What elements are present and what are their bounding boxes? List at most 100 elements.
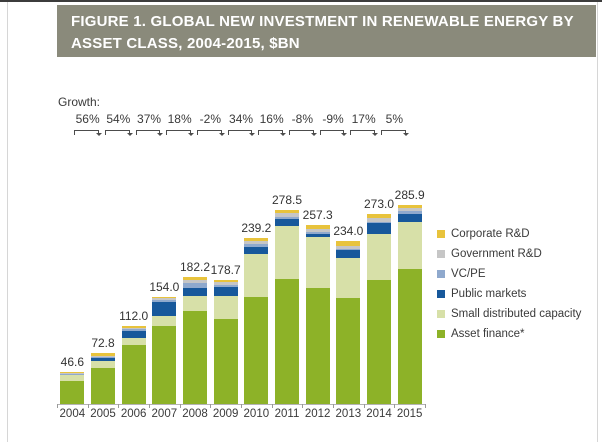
legend-label: Public markets [451,288,527,300]
figure-title-line2: ASSET CLASS, 2004-2015, $BN [71,35,300,52]
segment-government-r-d [60,372,85,375]
segment-small-distributed-capacity [60,374,85,381]
segment-public-markets [244,246,269,255]
x-axis-tick [271,404,273,408]
x-axis-label: 2015 [396,408,423,420]
growth-value: 54% [106,112,131,126]
segment-government-r-d [275,213,299,217]
segment-asset-finance [397,269,422,404]
segment-public-markets [91,357,115,361]
segment-asset-finance [244,297,269,404]
segment-asset-finance [367,279,391,404]
segment-asset-finance [91,367,115,404]
legend-label: VC/PE [451,268,486,280]
legend-item-public-markets: Public markets [437,284,581,304]
segment-asset-finance [336,297,361,404]
growth-annotation: 16% [256,112,287,136]
segment-public-markets [152,301,177,317]
bar-total-label: 46.6 [60,354,85,369]
segment-asset-finance [121,345,146,404]
segment-government-r-d [336,245,361,250]
bar-total-label: 178.7 [210,262,241,277]
growth-bracket-arrow-icon [105,130,133,136]
segment-public-markets [121,330,146,339]
segment-vc-pe [275,216,299,219]
legend-swatch [437,290,445,298]
segment-vc-pe [183,282,207,288]
figure-title-line1: FIGURE 1. GLOBAL NEW INVESTMENT IN RENEW… [71,13,574,30]
bar-total-label: 273.0 [363,196,395,211]
growth-value: 34% [229,112,254,126]
growth-annotation: 54% [103,112,134,136]
growth-value: 18% [167,112,192,126]
segment-asset-finance [183,311,207,404]
bar-2008 [183,277,207,404]
segment-asset-finance [60,380,85,404]
growth-bracket-arrow-icon [289,130,317,136]
growth-annotation: -8% [287,112,318,136]
growth-annotation: -9% [318,112,349,136]
segment-small-distributed-capacity [244,254,269,298]
segment-small-distributed-capacity [183,295,207,312]
bar-2011 [275,210,299,404]
segment-corporate-r-d [213,279,238,283]
x-axis-label: 2004 [59,408,86,420]
growth-bracket-arrow-icon [197,130,225,136]
segment-public-markets [305,233,330,237]
legend-label: Small distributed capacity [451,308,582,320]
bar-total-label: 112.0 [119,309,149,324]
x-axis-tick [118,404,120,408]
segment-small-distributed-capacity [336,257,361,298]
segment-small-distributed-capacity [305,236,330,289]
segment-small-distributed-capacity [91,360,115,368]
growth-annotation: -2% [195,112,226,136]
x-axis-tick [179,404,181,408]
bar-2009 [213,279,238,404]
growth-annotation: 34% [226,112,257,136]
segment-corporate-r-d [60,371,85,373]
growth-label: Growth: [58,95,101,109]
segment-public-markets [336,250,361,258]
growth-bracket-arrow-icon [350,130,378,136]
x-axis-label: 2014 [366,408,392,420]
chart-legend: Corporate R&D Government R&D VC/PE Public m… [437,224,581,344]
figure-title: FIGURE 1. GLOBAL NEW INVESTMENT IN RENEW… [57,5,596,57]
bar-2005 [91,353,115,404]
segment-corporate-r-d [397,205,422,209]
x-axis-tick [87,404,89,408]
legend-label: Government R&D [451,248,542,260]
segment-small-distributed-capacity [121,338,146,346]
x-axis-label: 2006 [120,408,147,420]
segment-vc-pe [244,244,269,247]
x-axis-tick [302,404,304,408]
growth-value: 17% [351,112,376,126]
segment-government-r-d [305,228,330,233]
bar-total-label: 278.5 [271,193,303,208]
segment-asset-finance [213,319,238,404]
growth-bracket-arrow-icon [227,130,256,136]
segment-corporate-r-d [336,241,361,246]
growth-value: -9% [322,112,344,126]
bar-2012 [305,224,330,404]
growth-annotation: 5% [379,112,410,136]
segment-public-markets [397,213,422,223]
legend-item-vc-pe: VC/PE [437,264,581,284]
growth-annotation: 56% [72,112,103,136]
segment-small-distributed-capacity [367,233,391,280]
segment-asset-finance [305,288,330,404]
bar-total-label: 239.2 [241,220,272,235]
bar-total-label: 257.3 [302,207,333,222]
x-axis-tick [57,404,58,408]
segment-vc-pe [397,211,422,214]
growth-bracket-arrow-icon [74,130,102,136]
segment-government-r-d [183,280,207,283]
segment-government-r-d [367,217,391,222]
segment-small-distributed-capacity [213,296,238,320]
segment-small-distributed-capacity [397,222,422,270]
growth-value: -2% [199,112,222,126]
segment-government-r-d [152,298,177,300]
legend-swatch [437,230,445,238]
segment-public-markets [213,287,238,297]
legend-label: Corporate R&D [451,228,530,240]
bar-2006 [121,326,146,404]
